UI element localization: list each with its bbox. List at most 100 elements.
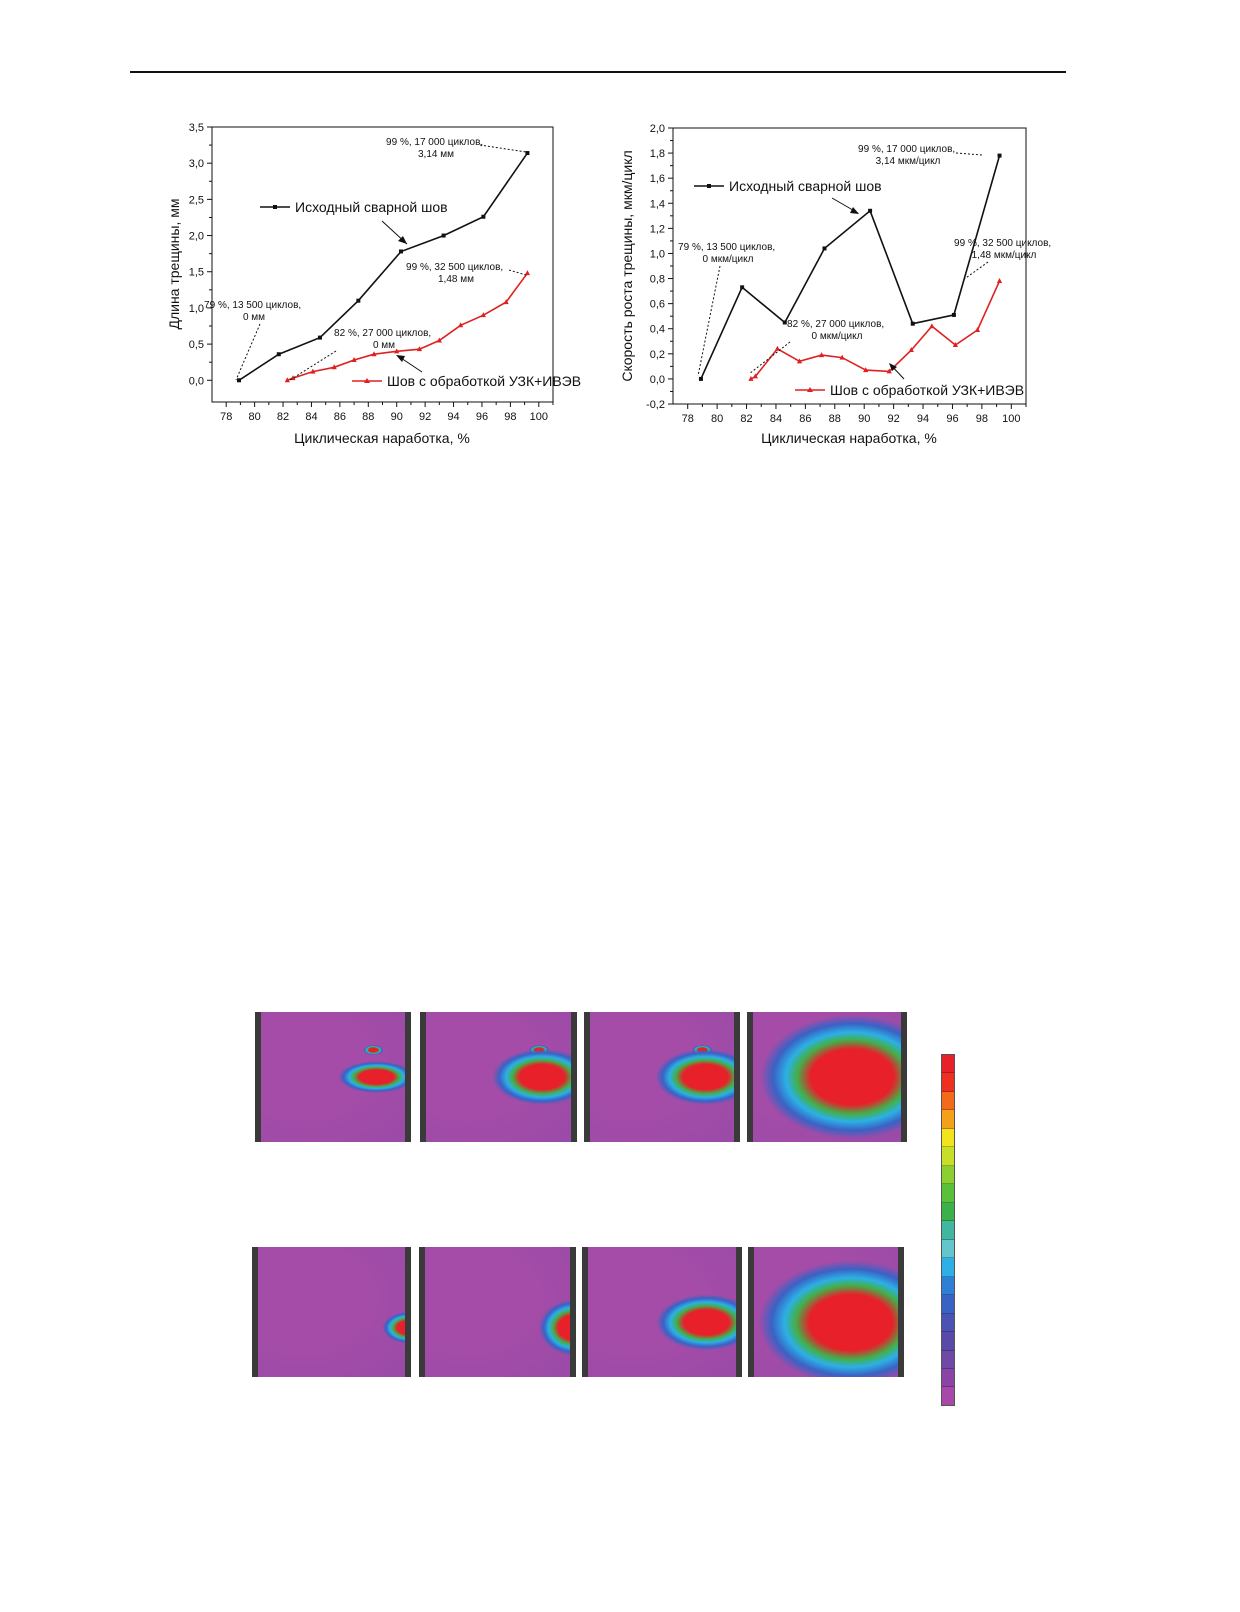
annotation-line: 3,14 мкм/цикл: [876, 156, 941, 167]
y-tick-label: 1,5: [189, 267, 204, 279]
y-tick-label: 1,8: [650, 148, 665, 160]
data-point: [822, 246, 827, 251]
data-point: [356, 298, 361, 303]
data-point: [952, 342, 958, 348]
data-point: [929, 323, 935, 329]
color-scale-cell: [942, 1184, 954, 1203]
annotation-leader: [289, 350, 337, 381]
series-line-0: [700, 155, 1001, 380]
y-tick-label: 0,0: [650, 374, 665, 386]
y-tick-label: 0,8: [650, 274, 665, 286]
annotation-line: 99 %, 32 500 циклов,: [406, 262, 503, 273]
color-scale-cell: [942, 1350, 954, 1369]
y-tick-label: 1,6: [650, 173, 665, 185]
data-point: [886, 368, 892, 374]
x-tick-label: 94: [447, 411, 459, 423]
x-tick-label: 84: [770, 413, 782, 425]
x-tick-label: 100: [1002, 413, 1020, 425]
data-point: [398, 249, 403, 254]
annotation-line: 1,48 мм: [438, 274, 474, 285]
heatmap-panel: [584, 1012, 740, 1142]
x-tick-label: 88: [829, 413, 841, 425]
annotation-red-start: 82 %, 27 000 циклов, 0 мм: [334, 328, 434, 351]
y-tick-label: 0,4: [650, 324, 665, 336]
page-top-rule: [130, 71, 1066, 73]
annotation-black-end: 99 %, 17 000 циклов, 3,14 мм: [386, 137, 486, 160]
series-line-1: [750, 280, 1001, 380]
color-scale-cell: [942, 1147, 954, 1166]
annotation-red-end: 99 %, 32 500 циклов, 1,48 мм: [406, 262, 506, 285]
y-tick-label: 3,5: [189, 122, 204, 134]
color-scale-cell: [942, 1055, 954, 1074]
y-tick-label: 1,2: [650, 223, 665, 235]
data-point: [951, 312, 956, 317]
color-scale-cell: [942, 1239, 954, 1259]
data-point: [782, 320, 787, 325]
x-tick-label: 90: [858, 413, 870, 425]
annotation-black-end: 99 %, 17 000 циклов, 3,14 мкм/цикл: [858, 144, 958, 167]
color-scale-cell: [942, 1091, 954, 1111]
legend-red: Шов с обработкой УЗК+ИВЭВ: [795, 382, 1024, 398]
x-tick-label: 96: [946, 413, 958, 425]
legend-red-label: Шов с обработкой УЗК+ИВЭВ: [387, 373, 581, 389]
heatmap-panel: [748, 1247, 904, 1377]
data-point: [441, 233, 446, 238]
x-tick-label: 98: [504, 411, 516, 423]
annotation-red-start: 82 %, 27 000 циклов, 0 мкм/цикл: [787, 319, 887, 342]
arrowhead: [398, 236, 407, 244]
data-point: [503, 299, 509, 305]
heatmap-panel: [582, 1247, 742, 1377]
data-point: [818, 352, 825, 358]
y-tick-label: 3,0: [189, 158, 204, 170]
y-tick-label: 0,0: [189, 375, 204, 387]
y-tick-label: -0,2: [646, 399, 665, 411]
data-point: [481, 214, 486, 219]
color-scale-cell: [942, 1332, 954, 1351]
annotation-leader: [955, 152, 983, 156]
data-point: [416, 346, 423, 352]
annotation-black-start: 79 %, 13 500 циклов, 0 мм: [204, 300, 304, 323]
color-scale-bar: [941, 1054, 955, 1406]
annotation-red-end: 99 %, 32 500 циклов, 1,48 мкм/цикл: [954, 238, 1054, 261]
annotation-leader: [479, 144, 527, 153]
annotation-line: 99 %, 17 000 циклов,: [858, 144, 955, 155]
data-point: [974, 326, 981, 332]
crack-length-chart: 0,0 0,5 1,0 1,5 2,0 2,5 3,0 3,5 78 80 82 84 86 88 90 9…: [166, 122, 581, 446]
y-tick-label: 2,0: [650, 123, 665, 135]
arrowhead: [396, 355, 405, 362]
data-point: [908, 347, 914, 353]
x-tick-label: 82: [740, 413, 752, 425]
data-point: [284, 377, 290, 383]
legend-black: Исходный сварной шов: [260, 199, 448, 215]
x-axis-label: Циклическая наработка, %: [761, 430, 937, 446]
x-tick-label: 92: [888, 413, 900, 425]
x-tick-label: 80: [711, 413, 723, 425]
heatmap-panel: [252, 1247, 411, 1377]
heatmap-panel: [747, 1012, 907, 1142]
plot-frame: [672, 127, 1027, 405]
x-tick-label: 92: [419, 411, 431, 423]
annotation-line: 99 %, 17 000 циклов,: [386, 137, 483, 148]
y-tick-label: 1,0: [189, 303, 204, 315]
annotation-leader: [748, 341, 791, 375]
annotation-line: 82 %, 27 000 циклов,: [787, 319, 884, 330]
color-scale-cell: [942, 1073, 954, 1092]
data-point: [740, 285, 745, 290]
x-tick-label: 96: [476, 411, 488, 423]
x-tick-label: 86: [334, 411, 346, 423]
heatmap-panel: [419, 1247, 576, 1377]
y-tick-label: 1,0: [650, 248, 665, 260]
annotation-leader: [235, 323, 261, 381]
legend-red: Шов с обработкой УЗК+ИВЭВ: [352, 373, 581, 389]
annotation-leader: [962, 261, 989, 281]
y-tick-label: 0,2: [650, 349, 665, 361]
annotation-line: 99 %, 32 500 циклов,: [954, 238, 1051, 249]
annotation-line: 82 %, 27 000 циклов,: [334, 328, 431, 339]
data-point: [436, 337, 442, 343]
x-tick-label: 78: [220, 411, 232, 423]
data-point: [351, 357, 357, 363]
y-tick-label: 2,0: [189, 231, 204, 243]
x-tick-label: 88: [362, 411, 374, 423]
x-tick-label: 84: [305, 411, 317, 423]
y-tick-label: 1,4: [650, 198, 665, 210]
